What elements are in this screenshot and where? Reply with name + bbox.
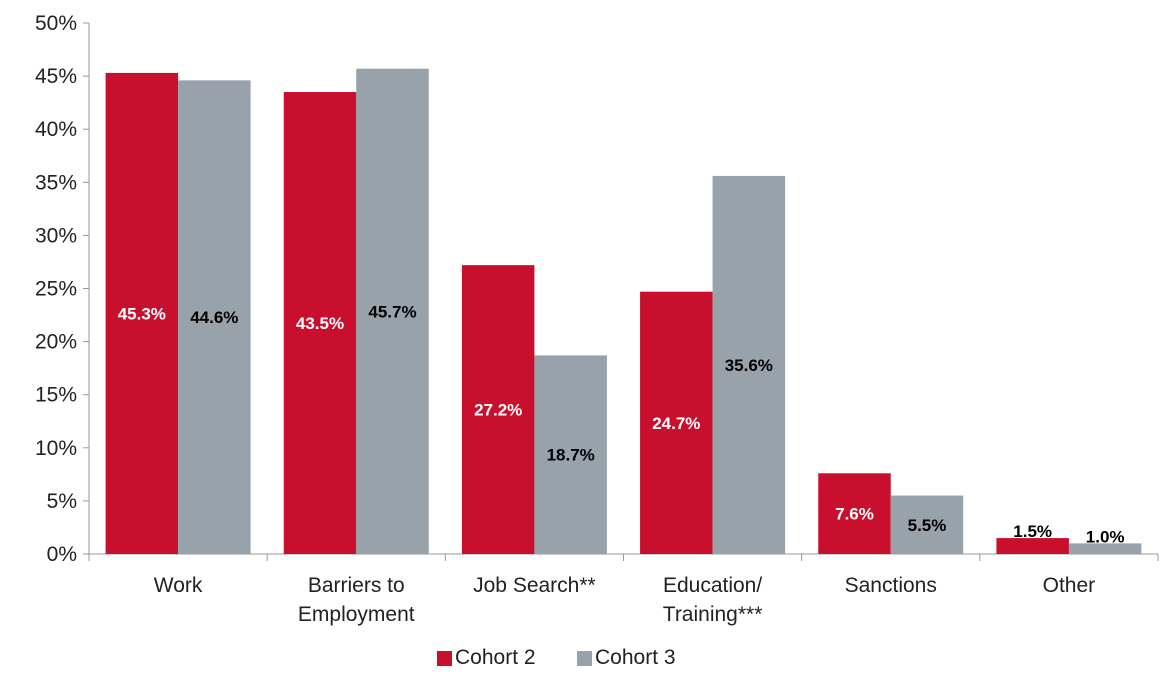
x-category-label: Other <box>1043 574 1096 597</box>
x-category-label: Barriers to Employment <box>298 574 415 626</box>
legend-swatch <box>577 651 592 666</box>
data-label: 27.2% <box>474 401 522 420</box>
bar-cohort-2 <box>105 72 179 554</box>
legend: Cohort 2 Cohort 3 <box>437 646 676 669</box>
data-label: 43.5% <box>296 314 344 333</box>
data-label: 35.6% <box>725 356 773 375</box>
x-category-label-line: Other <box>1043 574 1096 597</box>
data-label: 7.6% <box>835 505 874 524</box>
data-label: 45.3% <box>118 304 166 323</box>
x-category-label-line: Job Search** <box>473 574 596 597</box>
legend-label: Cohort 2 <box>455 646 536 669</box>
bar-cohort-3 <box>356 68 429 554</box>
y-tick-label: 20% <box>35 331 77 354</box>
bar-cohort-2 <box>461 265 535 554</box>
x-category-label-line: Training*** <box>663 603 763 626</box>
x-category-label-line: Barriers to <box>308 574 405 597</box>
x-category-label: Sanctions <box>845 574 937 597</box>
legend-label: Cohort 3 <box>595 646 676 669</box>
data-label: 45.7% <box>368 302 416 321</box>
bar-cohort-2 <box>818 473 891 554</box>
data-labels-layer: 45.3% 43.5% 27.2% 24.7% 7.6% 1.5% 44.6% 45.7% 18… <box>118 302 1125 546</box>
y-tick-label: 10% <box>35 437 77 460</box>
legend-swatch <box>437 651 452 666</box>
y-tick-label: 5% <box>47 490 77 513</box>
bar-cohort-3 <box>178 80 251 555</box>
data-label: 18.7% <box>547 446 595 465</box>
data-label: 24.7% <box>652 414 700 433</box>
axis-layer: 0% 5% 10% 15% 20% 25% 30% 35% 40% 45% 50% Work Barri… <box>35 12 1159 626</box>
y-tick-label: 30% <box>35 224 77 247</box>
bar-cohort-3 <box>890 495 964 554</box>
x-category-label: Education/Training*** <box>663 574 763 626</box>
data-label: 44.6% <box>190 308 238 327</box>
y-tick-label: 35% <box>35 171 77 194</box>
bar-cohort-3 <box>712 175 786 555</box>
bar-cohort-2 <box>640 291 713 554</box>
x-category-label-line: Education/ <box>663 574 762 597</box>
x-category-label-line: Work <box>154 574 203 597</box>
x-category-label: Work <box>154 574 203 597</box>
y-tick-label: 50% <box>35 12 77 35</box>
y-tick-label: 45% <box>35 65 77 88</box>
data-label: 1.5% <box>1013 522 1052 541</box>
x-category-label-line: Sanctions <box>845 574 937 597</box>
y-tick-label: 25% <box>35 278 77 301</box>
bar-cohort-2 <box>996 538 1069 554</box>
data-label: 1.0% <box>1086 527 1125 546</box>
x-category-label: Job Search** <box>473 574 596 597</box>
bar-cohort-3 <box>1068 543 1142 554</box>
y-tick-label: 40% <box>35 118 77 141</box>
data-label: 5.5% <box>908 516 947 535</box>
y-tick-label: 15% <box>35 384 77 407</box>
y-tick-label: 0% <box>47 543 77 566</box>
x-category-label-line: Employment <box>298 603 415 626</box>
bar-cohort-3 <box>534 355 607 554</box>
bar-cohort-2 <box>283 92 357 554</box>
bars-layer <box>105 68 1142 555</box>
